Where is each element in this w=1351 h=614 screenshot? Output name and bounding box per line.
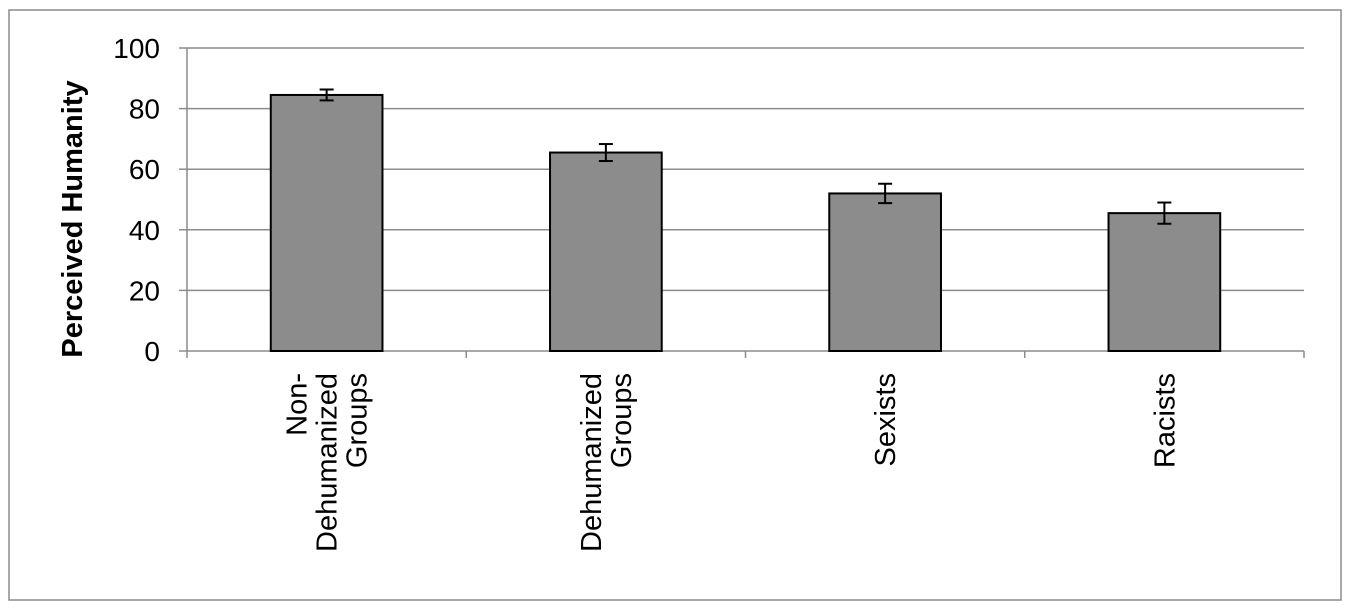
y-tick-label: 80 xyxy=(129,94,160,125)
y-tick-label: 20 xyxy=(129,275,160,306)
category-label-line: Dehumanized xyxy=(312,373,344,552)
category-label-line: Sexists xyxy=(870,373,902,466)
category-label-line: Dehumanized xyxy=(576,373,608,552)
y-tick-label: 100 xyxy=(113,33,160,64)
bar xyxy=(1107,212,1222,352)
category-label-line: Racists xyxy=(1149,373,1181,468)
bar xyxy=(269,93,384,352)
bar xyxy=(828,192,942,352)
error-bars xyxy=(319,88,1172,225)
category-label: Racists xyxy=(1149,373,1181,468)
y-tick-label: 60 xyxy=(129,154,160,185)
category-label-line: Groups xyxy=(342,373,374,468)
bar xyxy=(549,151,663,352)
category-label: Sexists xyxy=(870,373,902,466)
bars xyxy=(269,93,1222,352)
category-label-line: Non- xyxy=(282,373,314,436)
y-tick-label: 40 xyxy=(129,215,160,246)
category-label-line: Groups xyxy=(606,373,638,468)
y-tick-label: 0 xyxy=(144,336,160,367)
y-axis-label: Perceived Humanity xyxy=(57,80,89,357)
y-tick-labels: 0 20 40 60 80 100 xyxy=(113,33,160,367)
